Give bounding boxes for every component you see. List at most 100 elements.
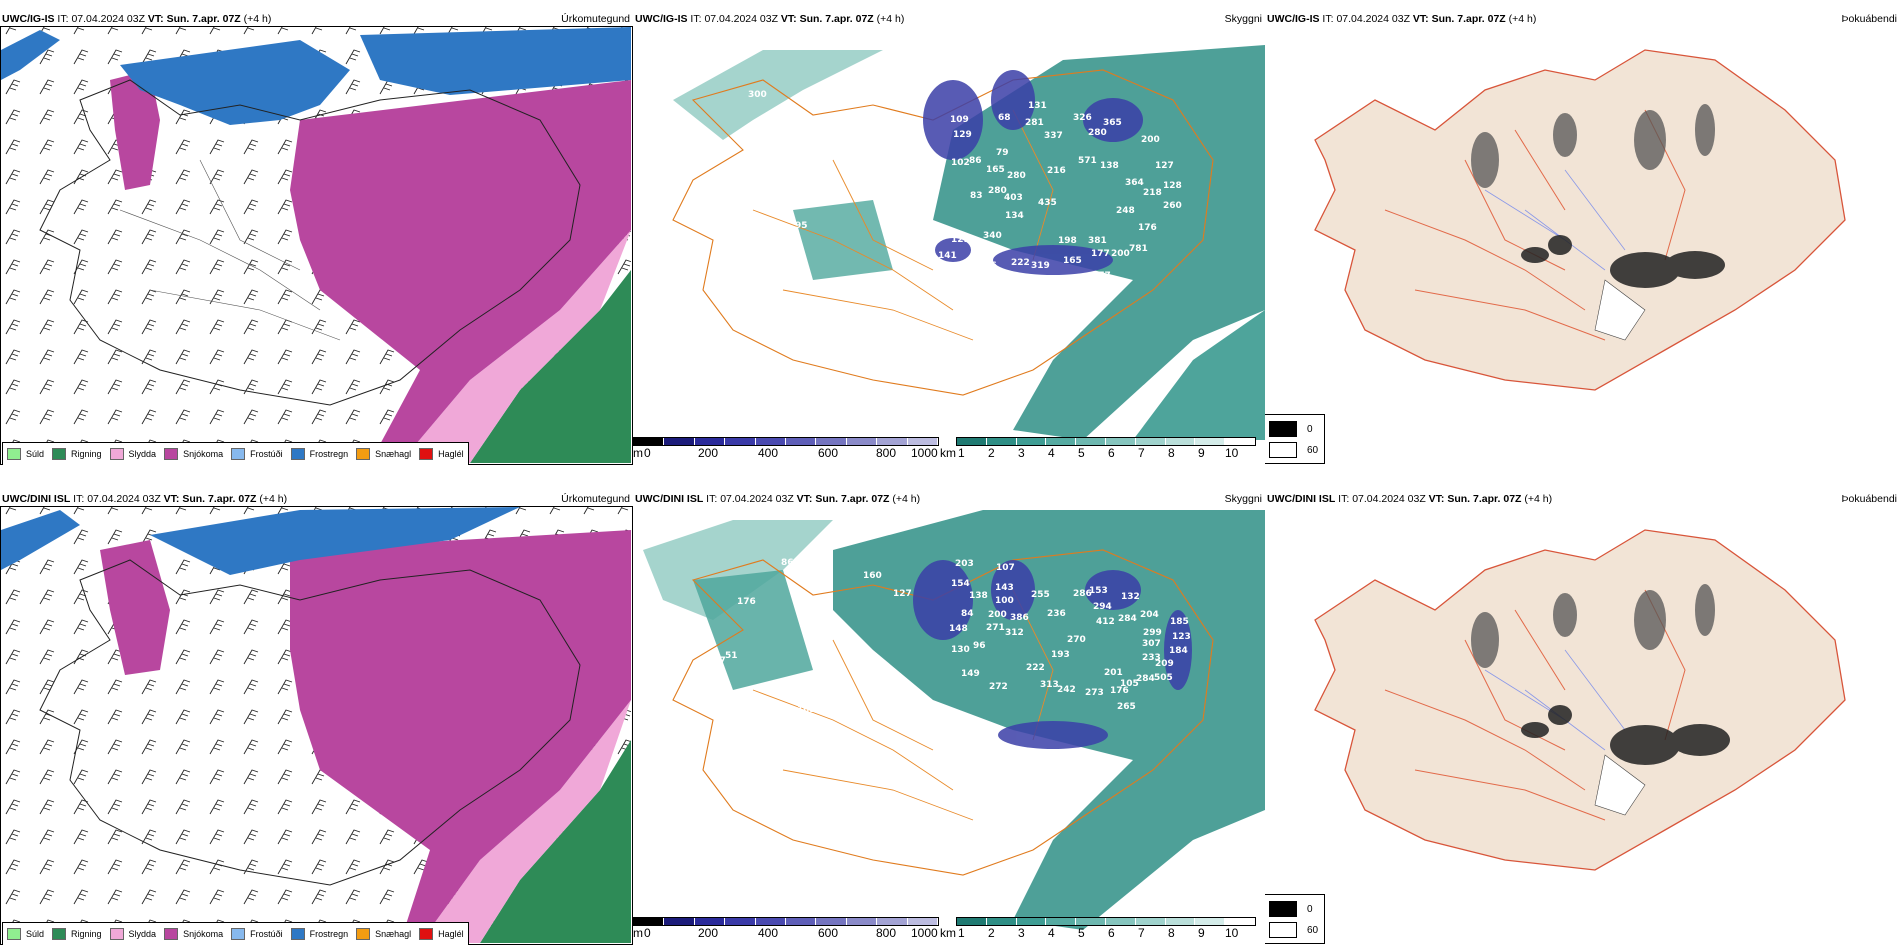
svg-text:286: 286: [1073, 589, 1092, 599]
visibility-map: [672, 45, 1265, 440]
fog-map: [1314, 529, 1846, 871]
legend-item: Slydda: [109, 928, 156, 940]
svg-text:154: 154: [951, 579, 970, 589]
panel-title: Þokuábendi: [1841, 493, 1897, 505]
ceiling-label: 102: [951, 158, 970, 168]
legend-item: Frostregn: [290, 928, 348, 940]
ceiling-label: 177: [1091, 249, 1110, 259]
ceiling-label: 337: [1044, 131, 1063, 141]
ceiling-label: 127: [1155, 161, 1174, 171]
ceiling-colorbar: m 0 200 400 600 800 1000: [633, 917, 939, 945]
svg-text:204: 204: [1140, 610, 1159, 620]
panel-header: UWC/IG-IS IT: 07.04.2024 03Z VT: Sun. 7.…: [633, 10, 1265, 28]
ceiling-label: 176: [1138, 223, 1157, 233]
panel-fog-row2: UWC/DINI ISL IT: 07.04.2024 03Z VT: Sun.…: [1265, 490, 1900, 945]
swatch-icon: [1269, 922, 1297, 938]
ceiling-label: 129: [953, 130, 972, 140]
ceiling-label: 435: [1038, 198, 1057, 208]
rain-area: [470, 270, 631, 463]
panel-header: UWC/DINI ISL IT: 07.04.2024 03Z VT: Sun.…: [1265, 490, 1900, 508]
sleet-area: [400, 230, 631, 463]
ceiling-label: 79: [996, 148, 1009, 158]
swatch-icon: [1269, 421, 1297, 437]
swatch-icon: [231, 928, 246, 940]
ceiling-label: 165: [986, 165, 1005, 175]
swatch-icon: [419, 448, 434, 460]
svg-text:222: 222: [1026, 663, 1045, 673]
ceiling-label: 128: [1163, 181, 1182, 191]
legend-item: Snjókoma: [164, 448, 223, 460]
swatch-icon: [109, 928, 124, 940]
visibility-map: [643, 510, 1265, 930]
ceiling-label: 403: [1004, 193, 1023, 203]
panel-title: Úrkomutegund: [561, 493, 630, 505]
ceiling-label: 280: [988, 186, 1007, 196]
ceiling-label: 200: [1141, 135, 1160, 145]
legend-item: Frostúði: [231, 448, 283, 460]
svg-text:185: 185: [1170, 617, 1189, 627]
ceiling-label: 781: [1129, 244, 1148, 254]
ceiling-label: 222: [1011, 258, 1030, 268]
svg-text:148: 148: [949, 624, 968, 634]
svg-text:505: 505: [1154, 673, 1173, 683]
swatch-icon: [7, 448, 21, 460]
legend-item: Snæhagl: [356, 448, 411, 460]
road-outline: [672, 69, 1214, 396]
ceiling-label: 218: [1143, 188, 1162, 198]
ceiling-label: 300: [748, 90, 767, 100]
cloud-legend: 0 60: [1265, 414, 1325, 464]
ceiling-label: 134: [1005, 211, 1024, 221]
ceiling-label: 256: [978, 261, 997, 271]
ceiling-label: 83: [970, 191, 983, 201]
panel-fog-row1: UWC/IG-IS IT: 07.04.2024 03Z VT: Sun. 7.…: [1265, 10, 1900, 465]
svg-text:233: 233: [1142, 653, 1161, 663]
legend-item: Haglél: [419, 928, 464, 940]
legend-item: Slydda: [109, 448, 156, 460]
legend-item: Rigning: [52, 448, 102, 460]
swatch-icon: [1269, 442, 1297, 458]
svg-text:176: 176: [737, 597, 756, 607]
legend-item: Snjókoma: [164, 928, 223, 940]
svg-text:102: 102: [797, 705, 816, 715]
panel-header: UWC/IG-IS IT: 07.04.2024 03Z VT: Sun. 7.…: [1265, 10, 1900, 28]
svg-text:313: 313: [1040, 680, 1059, 690]
swatch-icon: [164, 448, 179, 460]
low-visibility-area: [933, 45, 1265, 440]
svg-text:265: 265: [1117, 702, 1136, 712]
ceiling-label: 381: [1088, 236, 1107, 246]
svg-text:86: 86: [781, 558, 794, 568]
ceiling-labels: 300 701 798 95 129 141 256 222 319 165 1…: [708, 90, 1182, 281]
ceiling-label: 280: [1007, 171, 1026, 181]
swatch-icon: [52, 448, 67, 460]
ceiling-label: 141: [938, 251, 957, 261]
snow-area: [290, 80, 631, 463]
precip-type-legend: Súld Rigning Slydda Snjókoma Frostúði Fr…: [2, 922, 469, 945]
svg-text:357: 357: [707, 656, 726, 666]
svg-text:100: 100: [995, 596, 1014, 606]
swatch-icon: [1269, 901, 1297, 917]
svg-text:123: 123: [1172, 632, 1191, 642]
svg-text:284: 284: [1118, 614, 1137, 624]
svg-text:272: 272: [989, 682, 1008, 692]
ceiling-label: 165: [1063, 256, 1082, 266]
swatch-icon: [164, 928, 179, 940]
svg-text:271: 271: [986, 623, 1005, 633]
svg-text:201: 201: [1104, 668, 1123, 678]
ceiling-label: 131: [1028, 101, 1047, 111]
swatch-icon: [290, 928, 305, 940]
ceiling-label: 200: [1111, 249, 1130, 259]
ceiling-label: 280: [1088, 128, 1107, 138]
legend-item: Súld: [7, 928, 44, 940]
svg-text:307: 307: [1142, 639, 1161, 649]
legend-item: Frostúði: [231, 928, 283, 940]
ceiling-label: 201: [900, 131, 919, 141]
panel-precip-type-row2: UWC/DINI ISL IT: 07.04.2024 03Z VT: Sun.…: [0, 490, 633, 945]
panel-header: UWC/IG-IS IT: 07.04.2024 03Z VT: Sun. 7.…: [0, 10, 633, 28]
visibility-colorbar: km 1 2 3 4 5 6 7 8 9 10: [940, 917, 1265, 945]
legend-item: Rigning: [52, 928, 102, 940]
iceland-land: [1314, 49, 1846, 391]
panel-title: Úrkomutegund: [561, 13, 630, 25]
svg-text:84: 84: [961, 609, 974, 619]
ceiling-label: 701: [708, 186, 727, 196]
iceland-outline: [39, 79, 581, 406]
